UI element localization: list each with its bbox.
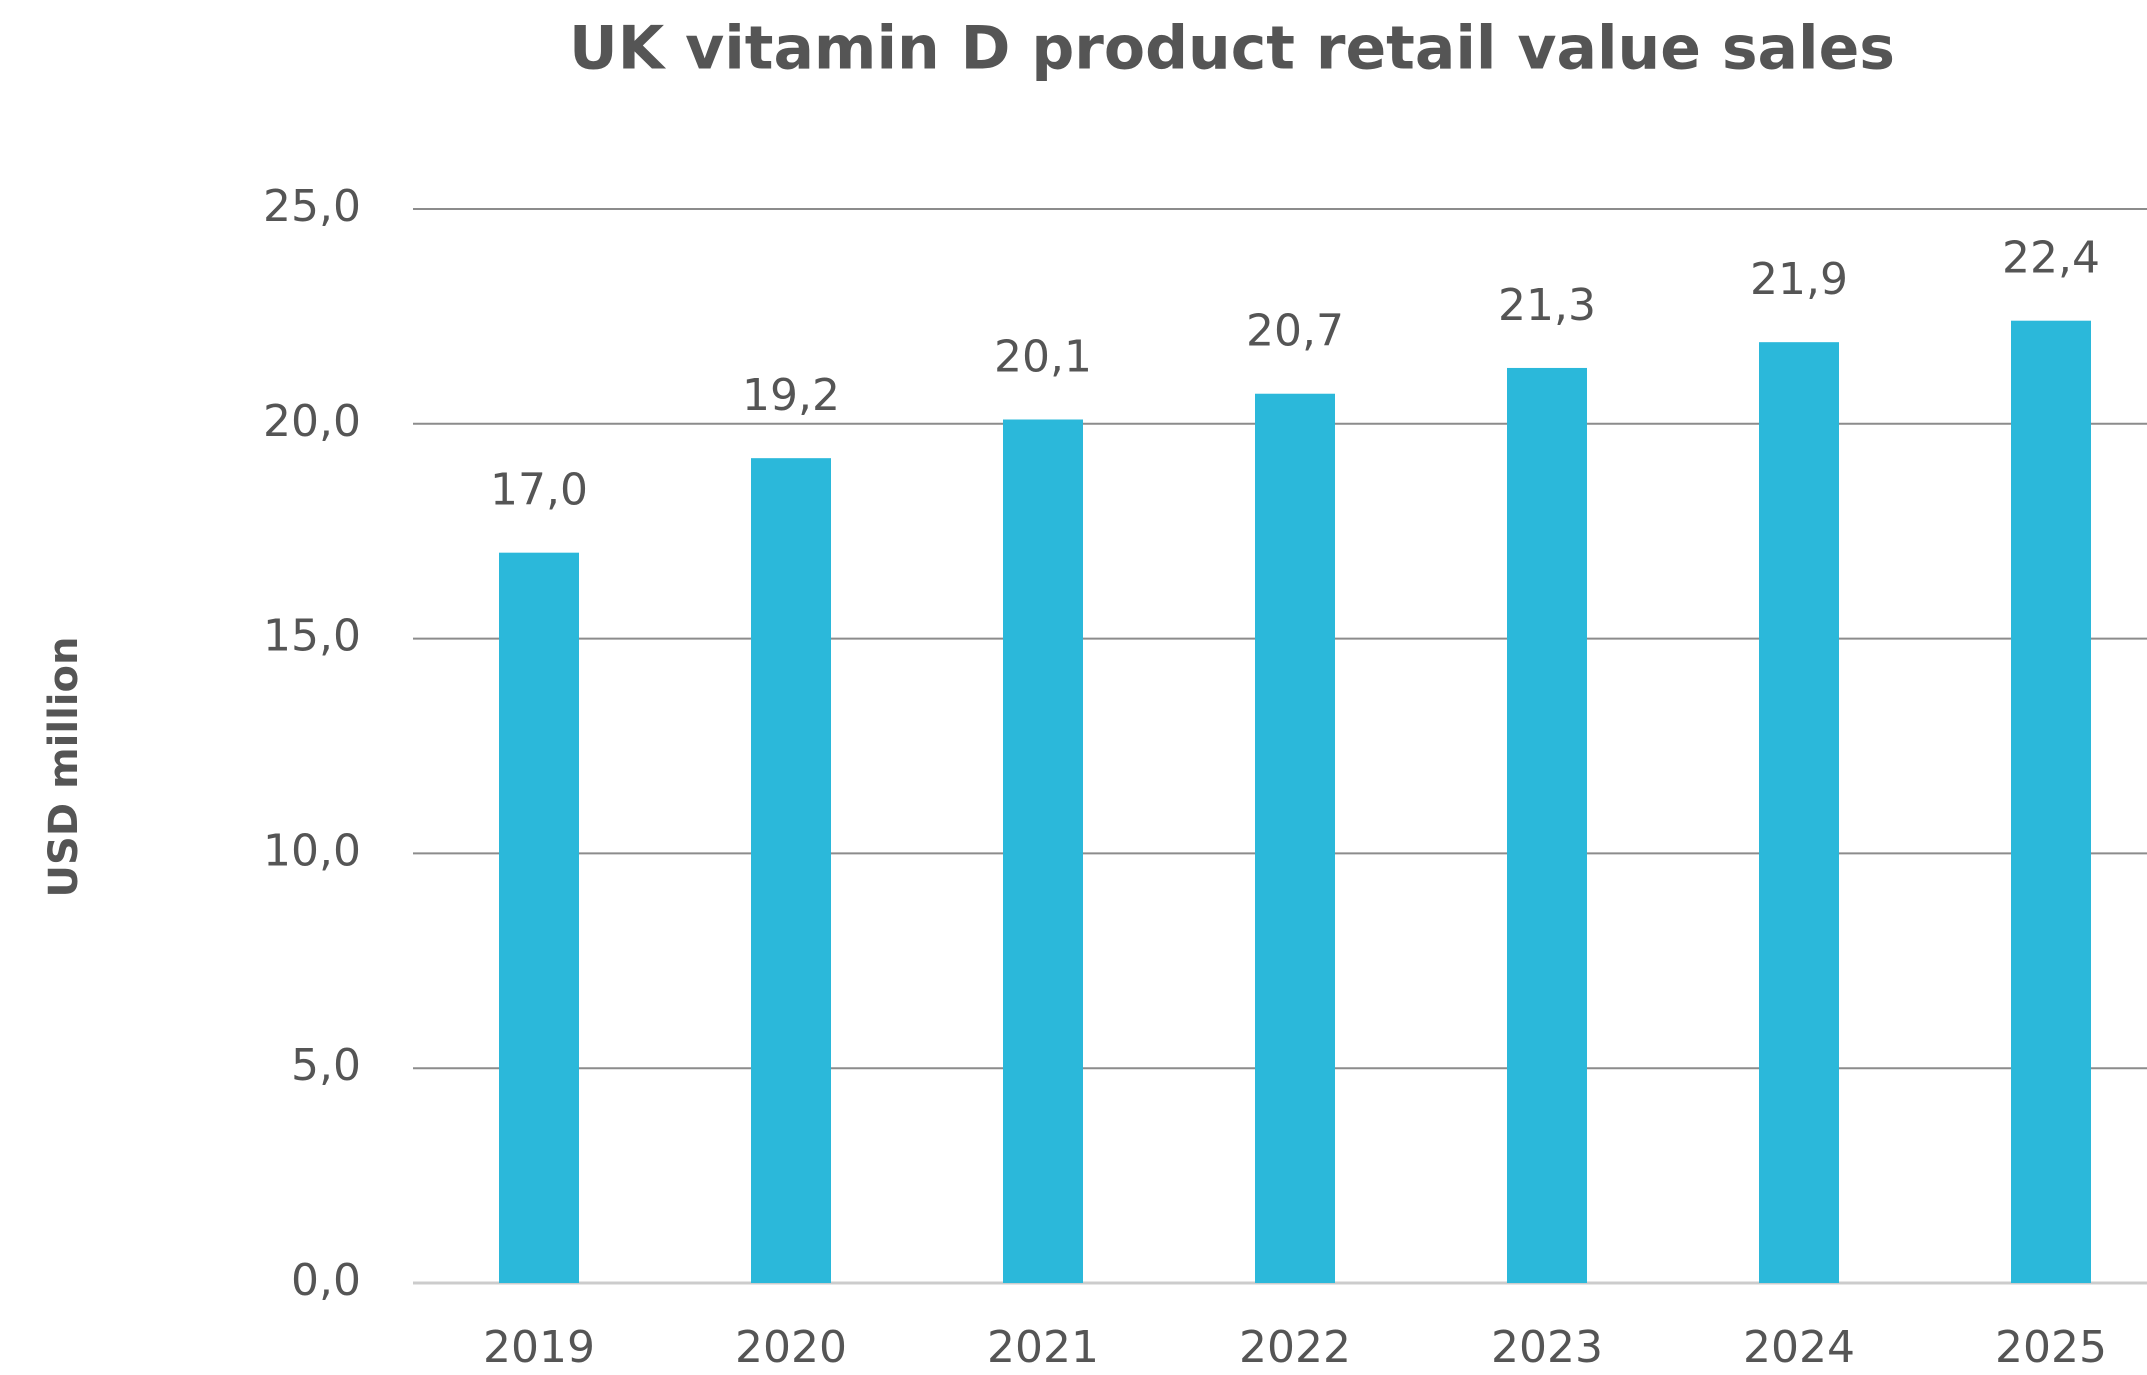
- data-label: 20,1: [994, 332, 1092, 383]
- x-tick-label: 2022: [1239, 1322, 1351, 1373]
- y-axis-label: USD million: [41, 637, 87, 898]
- bar: [2011, 320, 2091, 1283]
- data-label: 21,3: [1498, 280, 1596, 331]
- data-label: 20,7: [1246, 306, 1344, 357]
- chart-title: UK vitamin D product retail value sales: [569, 14, 1895, 84]
- bar: [1255, 393, 1335, 1283]
- y-tick-label: 15,0: [263, 611, 361, 662]
- bar: [1759, 342, 1839, 1283]
- x-tick-label: 2019: [483, 1322, 595, 1373]
- x-tick-label: 2023: [1491, 1322, 1603, 1373]
- bar: [1507, 367, 1587, 1283]
- data-label: 17,0: [490, 465, 588, 516]
- x-tick-label: 2025: [1995, 1322, 2107, 1373]
- bar: [751, 458, 831, 1284]
- y-tick-label: 10,0: [263, 825, 361, 876]
- x-tick-label: 2024: [1743, 1322, 1855, 1373]
- x-tick-label: 2020: [735, 1322, 847, 1373]
- data-label: 19,2: [742, 370, 840, 421]
- bar: [499, 552, 579, 1283]
- y-tick-label: 0,0: [291, 1255, 361, 1306]
- y-tick-label: 5,0: [291, 1040, 361, 1091]
- y-tick-label: 20,0: [263, 396, 361, 447]
- data-label: 22,4: [2002, 233, 2100, 284]
- bar: [1003, 419, 1083, 1283]
- x-tick-label: 2021: [987, 1322, 1099, 1373]
- y-tick-label: 25,0: [263, 181, 361, 232]
- data-label: 21,9: [1750, 254, 1848, 305]
